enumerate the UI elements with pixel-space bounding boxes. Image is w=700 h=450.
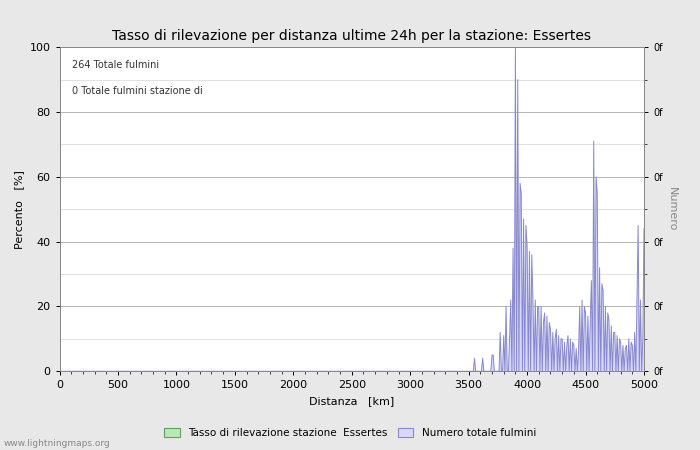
Text: 264 Totale fulmini: 264 Totale fulmini (72, 60, 160, 70)
Text: 0 Totale fulmini stazione di: 0 Totale fulmini stazione di (72, 86, 203, 96)
Legend: Tasso di rilevazione stazione  Essertes, Numero totale fulmini: Tasso di rilevazione stazione Essertes, … (160, 424, 540, 442)
X-axis label: Distanza   [km]: Distanza [km] (309, 396, 394, 406)
Title: Tasso di rilevazione per distanza ultime 24h per la stazione: Essertes: Tasso di rilevazione per distanza ultime… (112, 29, 592, 43)
Y-axis label: Percento   [%]: Percento [%] (14, 170, 24, 249)
Y-axis label: Numero: Numero (666, 187, 676, 231)
Text: www.lightningmaps.org: www.lightningmaps.org (4, 439, 111, 448)
